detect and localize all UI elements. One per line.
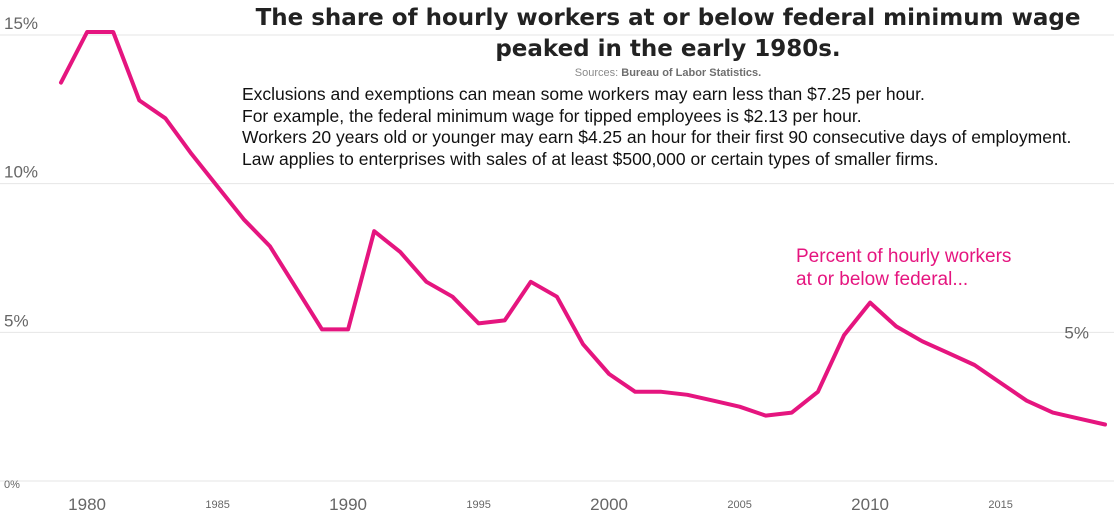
x-tick-label: 2000 (590, 495, 628, 514)
sources-value: Bureau of Labor Statistics. (621, 67, 762, 79)
y-axis-ticks: 0% 5% 10% 15% 5% (4, 14, 1089, 491)
series-line (59, 30, 1107, 427)
note-line: Exclusions and exemptions can mean some … (242, 84, 925, 104)
y-tick-label: 10% (4, 163, 38, 182)
grid-lines (0, 34, 1114, 482)
note-line: Law applies to enterprises with sales of… (242, 148, 939, 169)
x-tick-label: 1995 (466, 499, 490, 511)
x-tick-label: 2005 (727, 499, 751, 511)
series-label: Percent of hourly workers at or below fed… (796, 246, 1011, 290)
x-tick-label: 1985 (205, 499, 229, 511)
note-line: Workers 20 years old or younger may earn… (242, 127, 1072, 147)
sources-label: Sources: (574, 67, 619, 79)
series-layer: Percent of hourly workers at or below fed… (59, 30, 1107, 427)
x-tick-label: 2015 (988, 499, 1012, 511)
chart-title-line-2: peaked in the early 1980s. (495, 36, 841, 62)
y-tick-label: 15% (4, 14, 38, 33)
x-axis-ticks: 1980 1990 2000 2010 1985 1995 2005 2015 (68, 495, 1013, 514)
x-tick-label: 1980 (68, 495, 106, 514)
right-axis-label: 5% (1064, 323, 1089, 342)
notes-block: Exclusions and exemptions can mean some … (242, 84, 1114, 170)
chart-title-line-1: The share of hourly workers at or below … (255, 5, 1081, 31)
note-line: For example, the federal minimum wage fo… (242, 105, 862, 126)
x-tick-label: 1990 (329, 495, 367, 514)
y-tick-label: 0% (4, 479, 20, 491)
x-tick-label: 2010 (851, 495, 889, 514)
y-tick-label: 5% (4, 311, 29, 330)
sources-note: Sources: Bureau of Labor Statistics. (250, 67, 1086, 79)
